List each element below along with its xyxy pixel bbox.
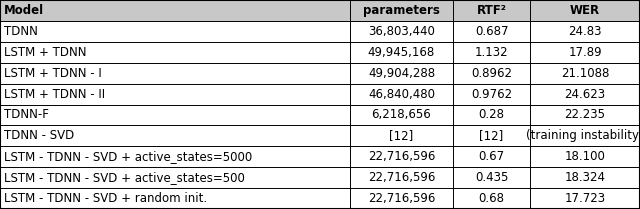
Text: LSTM + TDNN - I: LSTM + TDNN - I xyxy=(4,67,102,80)
Text: 22,716,596: 22,716,596 xyxy=(368,150,435,163)
Text: 0.28: 0.28 xyxy=(479,108,504,121)
Text: [12]: [12] xyxy=(389,129,413,142)
Text: 24.83: 24.83 xyxy=(568,25,602,38)
Text: TDNN-F: TDNN-F xyxy=(4,108,49,121)
Bar xyxy=(0,0,640,21)
Text: LSTM + TDNN - II: LSTM + TDNN - II xyxy=(4,88,105,101)
Text: 49,904,288: 49,904,288 xyxy=(368,67,435,80)
Text: 6,218,656: 6,218,656 xyxy=(372,108,431,121)
Text: RTF²: RTF² xyxy=(477,4,506,17)
Text: Model: Model xyxy=(4,4,44,17)
Text: 0.435: 0.435 xyxy=(475,171,508,184)
Text: (training instability): (training instability) xyxy=(526,129,640,142)
Text: LSTM - TDNN - SVD + active_states=500: LSTM - TDNN - SVD + active_states=500 xyxy=(4,171,245,184)
Text: 1.132: 1.132 xyxy=(475,46,508,59)
Text: 0.8962: 0.8962 xyxy=(471,67,512,80)
Text: 0.68: 0.68 xyxy=(479,192,504,205)
Text: 22,716,596: 22,716,596 xyxy=(368,192,435,205)
Text: 0.9762: 0.9762 xyxy=(471,88,512,101)
Text: WER: WER xyxy=(570,4,600,17)
Text: LSTM + TDNN: LSTM + TDNN xyxy=(4,46,86,59)
Text: 17.723: 17.723 xyxy=(564,192,605,205)
Text: 0.687: 0.687 xyxy=(475,25,508,38)
Text: 36,803,440: 36,803,440 xyxy=(368,25,435,38)
Text: 21.1088: 21.1088 xyxy=(561,67,609,80)
Text: TDNN: TDNN xyxy=(4,25,38,38)
Text: [12]: [12] xyxy=(479,129,504,142)
Text: 49,945,168: 49,945,168 xyxy=(368,46,435,59)
Text: 24.623: 24.623 xyxy=(564,88,605,101)
Text: LSTM - TDNN - SVD + random init.: LSTM - TDNN - SVD + random init. xyxy=(4,192,207,205)
Text: 46,840,480: 46,840,480 xyxy=(368,88,435,101)
Text: 0.67: 0.67 xyxy=(479,150,504,163)
Text: 22,716,596: 22,716,596 xyxy=(368,171,435,184)
Text: 17.89: 17.89 xyxy=(568,46,602,59)
Text: LSTM - TDNN - SVD + active_states=5000: LSTM - TDNN - SVD + active_states=5000 xyxy=(4,150,252,163)
Text: parameters: parameters xyxy=(363,4,440,17)
Text: 18.324: 18.324 xyxy=(564,171,605,184)
Text: 22.235: 22.235 xyxy=(564,108,605,121)
Text: TDNN - SVD: TDNN - SVD xyxy=(4,129,74,142)
Text: 18.100: 18.100 xyxy=(564,150,605,163)
